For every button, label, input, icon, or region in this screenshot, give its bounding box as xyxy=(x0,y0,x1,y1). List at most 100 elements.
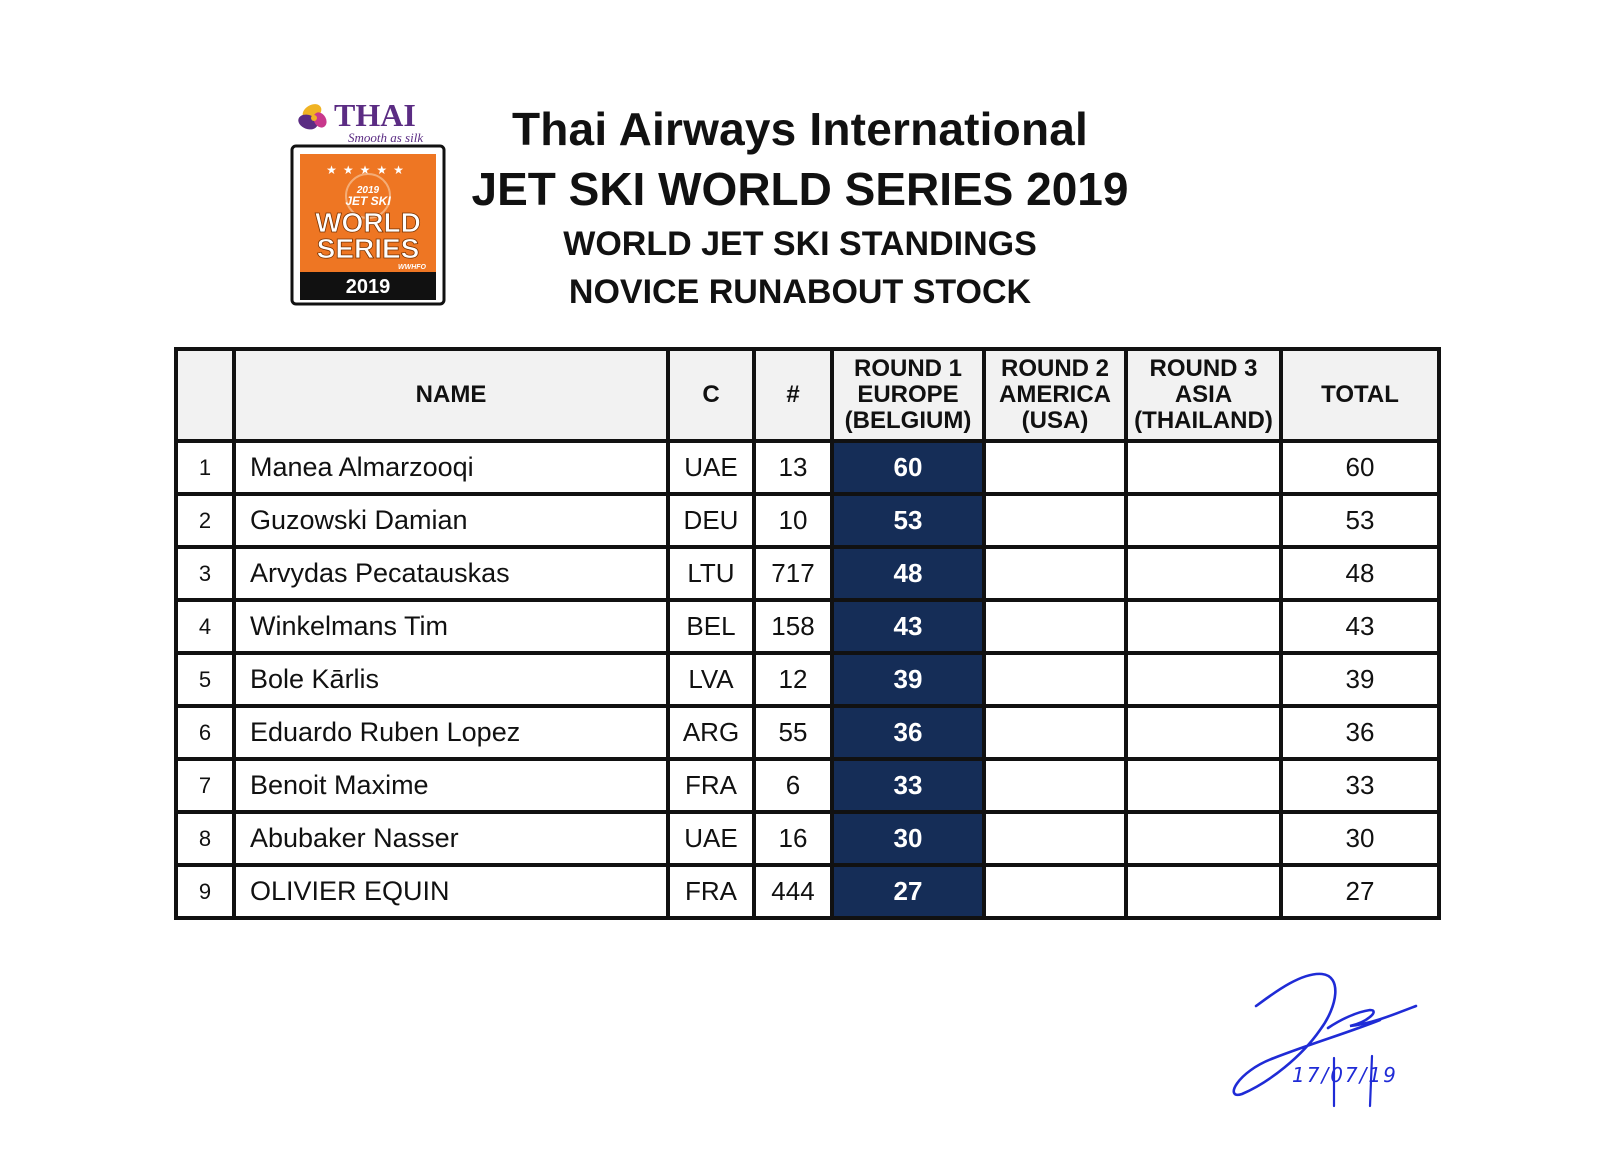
cell-round2 xyxy=(982,810,1128,867)
badge-year: 2019 xyxy=(346,276,391,298)
table-header-row: NAME C # ROUND 1 EUROPE (BELGIUM) ROUND … xyxy=(174,347,1441,443)
cell-name: OLIVIER EQUIN xyxy=(232,863,670,920)
table-row: 8 Abubaker Nasser UAE 16 30 30 xyxy=(174,810,1441,867)
cell-round2 xyxy=(982,757,1128,814)
cell-country: LTU xyxy=(666,545,756,602)
cell-total: 30 xyxy=(1279,810,1441,867)
cell-name: Benoit Maxime xyxy=(232,757,670,814)
cell-round1: 39 xyxy=(830,651,986,708)
cell-country: ARG xyxy=(666,704,756,761)
header-round2: ROUND 2 AMERICA (USA) xyxy=(982,347,1128,443)
cell-name: Guzowski Damian xyxy=(232,492,670,549)
cell-total: 43 xyxy=(1279,598,1441,655)
cell-total: 39 xyxy=(1279,651,1441,708)
cell-country: FRA xyxy=(666,863,756,920)
cell-round2 xyxy=(982,863,1128,920)
standings-table: NAME C # ROUND 1 EUROPE (BELGIUM) ROUND … xyxy=(174,347,1441,920)
cell-name: Arvydas Pecatauskas xyxy=(232,545,670,602)
thai-orchid-icon xyxy=(298,104,327,130)
table-row: 6 Eduardo Ruben Lopez ARG 55 36 36 xyxy=(174,704,1441,761)
cell-number: 717 xyxy=(752,545,834,602)
header-position xyxy=(174,347,236,443)
cell-position: 1 xyxy=(174,439,236,496)
header-name: NAME xyxy=(232,347,670,443)
cell-country: BEL xyxy=(666,598,756,655)
cell-round3 xyxy=(1124,598,1283,655)
cell-round1: 48 xyxy=(830,545,986,602)
class-title: NOVICE RUNABOUT STOCK xyxy=(568,273,1032,311)
cell-position: 8 xyxy=(174,810,236,867)
table-row: 1 Manea Almarzooqi UAE 13 60 60 xyxy=(174,439,1441,496)
table-row: 3 Arvydas Pecatauskas LTU 717 48 48 xyxy=(174,545,1441,602)
cell-position: 9 xyxy=(174,863,236,920)
cell-name: Bole Kārlis xyxy=(232,651,670,708)
cell-round1: 53 xyxy=(830,492,986,549)
cell-total: 27 xyxy=(1279,863,1441,920)
cell-round3 xyxy=(1124,545,1283,602)
cell-round3 xyxy=(1124,810,1283,867)
cell-round3 xyxy=(1124,651,1283,708)
cell-number: 13 xyxy=(752,439,834,496)
standings-title: WORLD JET SKI STANDINGS xyxy=(563,225,1037,263)
signature: 17/07/19 xyxy=(1230,960,1450,1120)
cell-round1: 27 xyxy=(830,863,986,920)
cell-round1: 60 xyxy=(830,439,986,496)
header-country: C xyxy=(666,347,756,443)
table-row: 2 Guzowski Damian DEU 10 53 53 xyxy=(174,492,1441,549)
header-round3: ROUND 3 ASIA (THAILAND) xyxy=(1124,347,1283,443)
cell-round3 xyxy=(1124,757,1283,814)
cell-total: 48 xyxy=(1279,545,1441,602)
handwritten-signature: 17/07/19 xyxy=(1232,972,1418,1108)
cell-round2 xyxy=(982,545,1128,602)
airline-tagline: Smooth as silk xyxy=(348,130,423,145)
cell-round2 xyxy=(982,651,1128,708)
badge-wwhfo: WWHFO xyxy=(398,264,427,271)
cell-country: UAE xyxy=(666,439,756,496)
badge-jetski: JET SKI xyxy=(345,194,391,208)
stars-icon: ★★★★★ xyxy=(326,163,410,177)
cell-name: Manea Almarzooqi xyxy=(232,439,670,496)
cell-round3 xyxy=(1124,492,1283,549)
header-round1: ROUND 1 EUROPE (BELGIUM) xyxy=(830,347,986,443)
cell-name: Abubaker Nasser xyxy=(232,810,670,867)
cell-position: 3 xyxy=(174,545,236,602)
table-row: 7 Benoit Maxime FRA 6 33 33 xyxy=(174,757,1441,814)
cell-total: 36 xyxy=(1279,704,1441,761)
badge-series: SERIES xyxy=(317,233,420,264)
cell-round2 xyxy=(982,704,1128,761)
cell-total: 53 xyxy=(1279,492,1441,549)
cell-number: 6 xyxy=(752,757,834,814)
cell-round2 xyxy=(982,598,1128,655)
cell-country: DEU xyxy=(666,492,756,549)
cell-position: 5 xyxy=(174,651,236,708)
cell-total: 60 xyxy=(1279,439,1441,496)
cell-round1: 33 xyxy=(830,757,986,814)
document-header: Thai Airways International JET SKI WORLD… xyxy=(440,100,1160,316)
cell-round2 xyxy=(982,492,1128,549)
cell-total: 33 xyxy=(1279,757,1441,814)
event-title: JET SKI WORLD SERIES 2019 xyxy=(471,163,1129,215)
table-row: 9 OLIVIER EQUIN FRA 444 27 27 xyxy=(174,863,1441,920)
cell-number: 12 xyxy=(752,651,834,708)
cell-name: Winkelmans Tim xyxy=(232,598,670,655)
cell-position: 6 xyxy=(174,704,236,761)
cell-number: 444 xyxy=(752,863,834,920)
table-row: 4 Winkelmans Tim BEL 158 43 43 xyxy=(174,598,1441,655)
cell-name: Eduardo Ruben Lopez xyxy=(232,704,670,761)
table-row: 5 Bole Kārlis LVA 12 39 39 xyxy=(174,651,1441,708)
cell-country: LVA xyxy=(666,651,756,708)
cell-round3 xyxy=(1124,439,1283,496)
badge-world: WORLD xyxy=(315,207,421,238)
cell-number: 10 xyxy=(752,492,834,549)
header-number: # xyxy=(752,347,834,443)
cell-number: 16 xyxy=(752,810,834,867)
cell-number: 55 xyxy=(752,704,834,761)
cell-country: UAE xyxy=(666,810,756,867)
logo-graphic: THAI Smooth as silk ★★★★★ 2019 JET SKI W… xyxy=(290,97,446,306)
cell-position: 4 xyxy=(174,598,236,655)
cell-round1: 36 xyxy=(830,704,986,761)
signature-date: 17/07/19 xyxy=(1292,1063,1398,1087)
airline-name: THAI xyxy=(334,98,416,133)
cell-round3 xyxy=(1124,863,1283,920)
cell-position: 7 xyxy=(174,757,236,814)
